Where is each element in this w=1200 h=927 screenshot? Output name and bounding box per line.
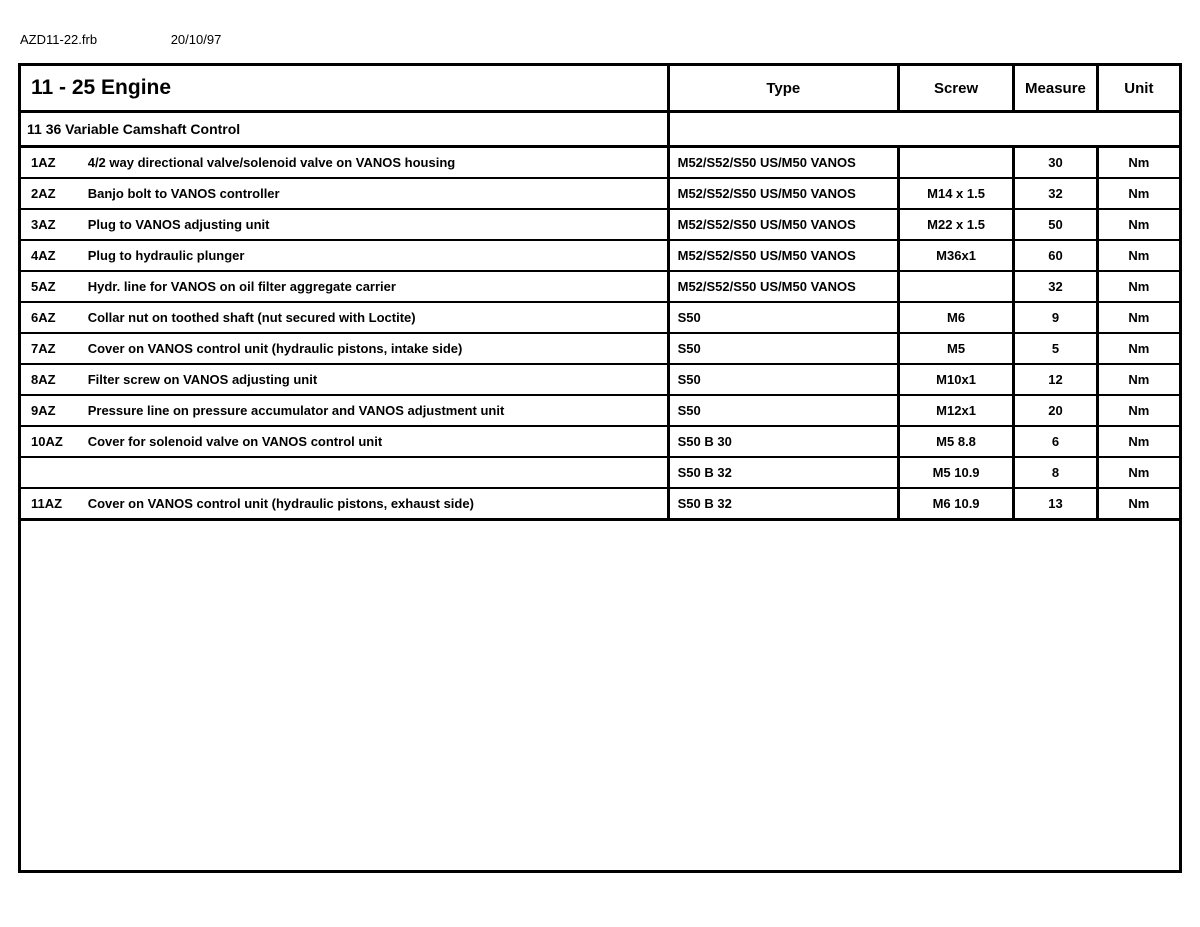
- col-unit: Unit: [1097, 66, 1179, 112]
- cell-unit: Nm: [1097, 240, 1179, 271]
- table-row: 2AZBanjo bolt to VANOS controllerM52/S52…: [21, 178, 1179, 209]
- col-type: Type: [668, 66, 898, 112]
- table-row: 1AZ4/2 way directional valve/solenoid va…: [21, 147, 1179, 179]
- cell-desc: Cover for solenoid valve on VANOS contro…: [82, 426, 668, 457]
- table-row: S50 B 32M5 10.98Nm: [21, 457, 1179, 488]
- cell-type: S50 B 32: [668, 457, 898, 488]
- table-row: 4AZPlug to hydraulic plungerM52/S52/S50 …: [21, 240, 1179, 271]
- table-row: 11AZCover on VANOS control unit (hydraul…: [21, 488, 1179, 520]
- cell-desc: Collar nut on toothed shaft (nut secured…: [82, 302, 668, 333]
- cell-code: 5AZ: [21, 271, 82, 302]
- cell-code: 4AZ: [21, 240, 82, 271]
- cell-measure: 8: [1014, 457, 1098, 488]
- table-row: 9AZPressure line on pressure accumulator…: [21, 395, 1179, 426]
- cell-measure: 6: [1014, 426, 1098, 457]
- cell-screw: M5 10.9: [898, 457, 1013, 488]
- cell-screw: M36x1: [898, 240, 1013, 271]
- cell-code: 3AZ: [21, 209, 82, 240]
- cell-measure: 30: [1014, 147, 1098, 179]
- cell-screw: M5: [898, 333, 1013, 364]
- cell-type: M52/S52/S50 US/M50 VANOS: [668, 178, 898, 209]
- cell-screw: M5 8.8: [898, 426, 1013, 457]
- spec-table: 11 - 25 Engine Type Screw Measure Unit 1…: [21, 66, 1179, 521]
- cell-unit: Nm: [1097, 302, 1179, 333]
- cell-code: 6AZ: [21, 302, 82, 333]
- cell-type: M52/S52/S50 US/M50 VANOS: [668, 240, 898, 271]
- cell-desc: 4/2 way directional valve/solenoid valve…: [82, 147, 668, 179]
- cell-code: 10AZ: [21, 426, 82, 457]
- subsection-title: 11 36 Variable Camshaft Control: [21, 112, 668, 147]
- cell-unit: Nm: [1097, 395, 1179, 426]
- cell-type: S50: [668, 333, 898, 364]
- file-meta: AZD11-22.frb 20/10/97: [18, 32, 1182, 47]
- cell-type: M52/S52/S50 US/M50 VANOS: [668, 209, 898, 240]
- cell-unit: Nm: [1097, 364, 1179, 395]
- cell-unit: Nm: [1097, 457, 1179, 488]
- cell-measure: 32: [1014, 271, 1098, 302]
- cell-type: S50: [668, 302, 898, 333]
- cell-desc: Hydr. line for VANOS on oil filter aggre…: [82, 271, 668, 302]
- cell-desc: Cover on VANOS control unit (hydraulic p…: [82, 488, 668, 520]
- cell-type: M52/S52/S50 US/M50 VANOS: [668, 271, 898, 302]
- cell-type: S50: [668, 364, 898, 395]
- cell-code: 11AZ: [21, 488, 82, 520]
- cell-measure: 5: [1014, 333, 1098, 364]
- spec-table-frame: 11 - 25 Engine Type Screw Measure Unit 1…: [18, 63, 1182, 873]
- table-row: 5AZHydr. line for VANOS on oil filter ag…: [21, 271, 1179, 302]
- cell-unit: Nm: [1097, 209, 1179, 240]
- cell-measure: 20: [1014, 395, 1098, 426]
- cell-type: S50 B 32: [668, 488, 898, 520]
- cell-screw: M14 x 1.5: [898, 178, 1013, 209]
- cell-desc: Banjo bolt to VANOS controller: [82, 178, 668, 209]
- cell-type: M52/S52/S50 US/M50 VANOS: [668, 147, 898, 179]
- cell-type: S50 B 30: [668, 426, 898, 457]
- cell-screw: [898, 147, 1013, 179]
- col-measure: Measure: [1014, 66, 1098, 112]
- cell-code: 9AZ: [21, 395, 82, 426]
- cell-type: S50: [668, 395, 898, 426]
- cell-measure: 12: [1014, 364, 1098, 395]
- cell-code: 7AZ: [21, 333, 82, 364]
- cell-screw: M12x1: [898, 395, 1013, 426]
- table-row: 7AZCover on VANOS control unit (hydrauli…: [21, 333, 1179, 364]
- cell-measure: 13: [1014, 488, 1098, 520]
- section-title: 11 - 25 Engine: [21, 66, 668, 112]
- cell-code: [21, 457, 82, 488]
- cell-screw: M6 10.9: [898, 488, 1013, 520]
- cell-unit: Nm: [1097, 488, 1179, 520]
- cell-unit: Nm: [1097, 426, 1179, 457]
- cell-unit: Nm: [1097, 178, 1179, 209]
- cell-screw: M6: [898, 302, 1013, 333]
- cell-unit: Nm: [1097, 333, 1179, 364]
- subheader-blank: [668, 112, 1179, 147]
- cell-desc: Plug to hydraulic plunger: [82, 240, 668, 271]
- col-screw: Screw: [898, 66, 1013, 112]
- table-row: 3AZPlug to VANOS adjusting unitM52/S52/S…: [21, 209, 1179, 240]
- cell-screw: [898, 271, 1013, 302]
- cell-desc: Cover on VANOS control unit (hydraulic p…: [82, 333, 668, 364]
- table-row: 6AZCollar nut on toothed shaft (nut secu…: [21, 302, 1179, 333]
- file-date: 20/10/97: [171, 32, 222, 47]
- cell-measure: 9: [1014, 302, 1098, 333]
- cell-code: 2AZ: [21, 178, 82, 209]
- cell-desc: [82, 457, 668, 488]
- cell-screw: M22 x 1.5: [898, 209, 1013, 240]
- cell-code: 1AZ: [21, 147, 82, 179]
- cell-measure: 60: [1014, 240, 1098, 271]
- cell-code: 8AZ: [21, 364, 82, 395]
- table-subheader-row: 11 36 Variable Camshaft Control: [21, 112, 1179, 147]
- cell-unit: Nm: [1097, 147, 1179, 179]
- cell-desc: Pressure line on pressure accumulator an…: [82, 395, 668, 426]
- filename: AZD11-22.frb: [20, 32, 97, 47]
- cell-desc: Filter screw on VANOS adjusting unit: [82, 364, 668, 395]
- table-row: 10AZCover for solenoid valve on VANOS co…: [21, 426, 1179, 457]
- cell-screw: M10x1: [898, 364, 1013, 395]
- cell-measure: 32: [1014, 178, 1098, 209]
- cell-measure: 50: [1014, 209, 1098, 240]
- cell-desc: Plug to VANOS adjusting unit: [82, 209, 668, 240]
- table-row: 8AZFilter screw on VANOS adjusting unitS…: [21, 364, 1179, 395]
- cell-unit: Nm: [1097, 271, 1179, 302]
- table-header-row: 11 - 25 Engine Type Screw Measure Unit: [21, 66, 1179, 112]
